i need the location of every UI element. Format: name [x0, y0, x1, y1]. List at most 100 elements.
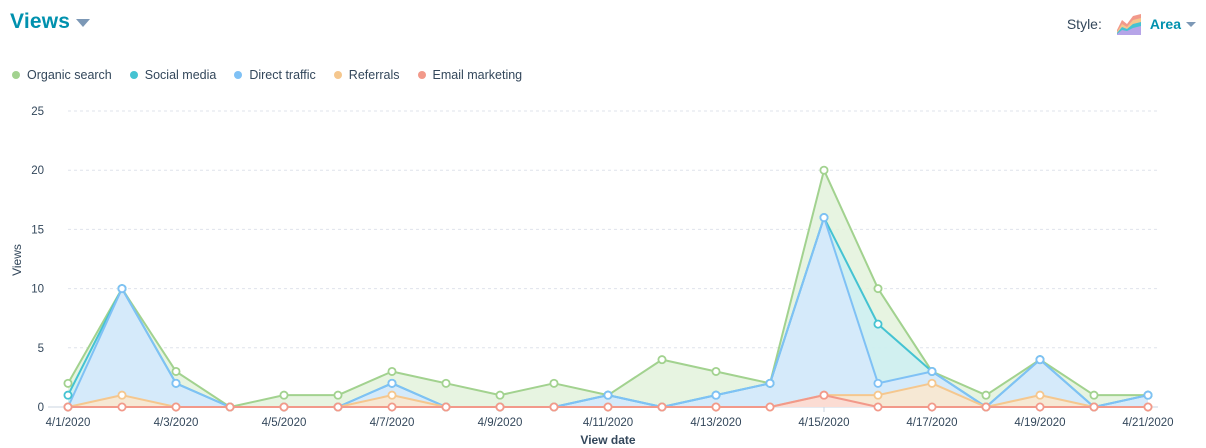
x-tick-label: 4/7/2020	[370, 417, 415, 429]
chart-title[interactable]: Views	[10, 10, 71, 33]
data-point[interactable]	[63, 390, 73, 400]
legend-dot	[12, 71, 20, 79]
data-point[interactable]	[387, 390, 397, 400]
data-point[interactable]	[441, 402, 451, 412]
data-point[interactable]	[171, 366, 181, 376]
data-point[interactable]	[117, 284, 127, 294]
data-point[interactable]	[549, 378, 559, 388]
y-tick-label: 25	[31, 106, 44, 118]
series-area	[68, 383, 1148, 407]
data-point[interactable]	[927, 378, 937, 388]
x-tick-label: 4/3/2020	[154, 417, 199, 429]
legend-label: Social media	[144, 68, 217, 82]
y-tick-label: 20	[31, 165, 44, 177]
data-point[interactable]	[117, 402, 127, 412]
y-tick-label: 0	[38, 402, 44, 414]
x-tick-label: 4/21/2020	[1122, 417, 1173, 429]
legend-item[interactable]: Email marketing	[417, 68, 523, 82]
x-tick-label: 4/13/2020	[690, 417, 741, 429]
legend-label: Direct traffic	[249, 68, 316, 82]
style-value[interactable]: Area	[1149, 16, 1181, 32]
data-point[interactable]	[927, 402, 937, 412]
legend-item[interactable]: Referrals	[333, 68, 400, 82]
x-axis-label: View date	[580, 433, 635, 447]
data-point[interactable]	[873, 319, 883, 329]
data-point[interactable]	[657, 402, 667, 412]
data-point[interactable]	[495, 390, 505, 400]
legend-dot	[129, 71, 138, 79]
data-point[interactable]	[1089, 402, 1099, 412]
data-point[interactable]	[495, 402, 505, 412]
data-point[interactable]	[333, 402, 343, 412]
chevron-down-icon[interactable]	[1186, 21, 1196, 27]
data-point[interactable]	[1035, 355, 1045, 365]
data-point[interactable]	[279, 402, 289, 412]
style-selector[interactable]: Style: Area	[1067, 12, 1196, 36]
legend-label: Referrals	[348, 68, 400, 82]
chart-legend: Organic search Social media Direct traffic…	[12, 68, 540, 82]
x-tick-label: 4/19/2020	[1014, 417, 1065, 429]
data-point[interactable]	[873, 284, 883, 294]
x-tick-label: 4/5/2020	[262, 417, 307, 429]
legend-dot	[417, 71, 426, 79]
data-point[interactable]	[387, 402, 397, 412]
data-point[interactable]	[603, 390, 613, 400]
series-line	[67, 216, 1149, 408]
data-point[interactable]	[873, 390, 883, 400]
legend-item[interactable]: Social media	[129, 68, 217, 82]
x-tick-label: 4/17/2020	[906, 417, 957, 429]
data-point[interactable]	[873, 402, 883, 412]
chevron-down-icon[interactable]	[76, 19, 91, 27]
legend-label: Email marketing	[432, 68, 523, 82]
legend-dot	[333, 71, 342, 79]
data-point[interactable]	[657, 355, 667, 365]
data-point[interactable]	[711, 366, 721, 376]
data-point[interactable]	[765, 402, 775, 412]
data-point[interactable]	[1035, 390, 1045, 400]
y-axis-label: Views	[10, 244, 24, 276]
x-tick-label: 4/1/2020	[46, 417, 91, 429]
data-point[interactable]	[927, 366, 937, 376]
data-point[interactable]	[279, 390, 289, 400]
x-tick-label: 4/9/2020	[478, 417, 523, 429]
data-point[interactable]	[1089, 390, 1099, 400]
legend-label: Organic search	[27, 68, 112, 82]
legend-dot	[234, 71, 243, 79]
series-area	[68, 217, 1148, 407]
data-point[interactable]	[63, 402, 73, 412]
data-point[interactable]	[981, 390, 991, 400]
data-point[interactable]	[1143, 402, 1153, 412]
area-chart-icon	[1116, 14, 1141, 35]
series-area	[68, 217, 1148, 407]
series-line	[67, 216, 1149, 408]
chart-header: Views	[10, 10, 91, 34]
data-point[interactable]	[333, 390, 343, 400]
data-point[interactable]	[63, 378, 73, 388]
data-point[interactable]	[603, 402, 613, 412]
y-tick-label: 15	[31, 224, 44, 236]
data-point[interactable]	[441, 378, 451, 388]
data-point[interactable]	[765, 378, 775, 388]
legend-item[interactable]: Direct traffic	[234, 68, 316, 82]
data-point[interactable]	[873, 378, 883, 388]
data-point[interactable]	[171, 402, 181, 412]
data-point[interactable]	[1143, 390, 1153, 400]
data-point[interactable]	[819, 165, 829, 175]
legend-item[interactable]: Organic search	[12, 68, 112, 82]
data-point[interactable]	[117, 390, 127, 400]
x-tick-label: 4/11/2020	[583, 417, 633, 429]
data-point[interactable]	[1035, 402, 1045, 412]
style-label: Style:	[1066, 16, 1102, 32]
data-point[interactable]	[387, 378, 397, 388]
data-point[interactable]	[819, 213, 829, 223]
data-point[interactable]	[711, 402, 721, 412]
data-point[interactable]	[711, 390, 721, 400]
data-point[interactable]	[171, 378, 181, 388]
data-point[interactable]	[225, 402, 235, 412]
y-tick-label: 5	[38, 343, 44, 355]
data-point[interactable]	[981, 402, 991, 412]
data-point[interactable]	[549, 402, 559, 412]
data-point[interactable]	[819, 390, 829, 400]
data-point[interactable]	[387, 366, 397, 376]
